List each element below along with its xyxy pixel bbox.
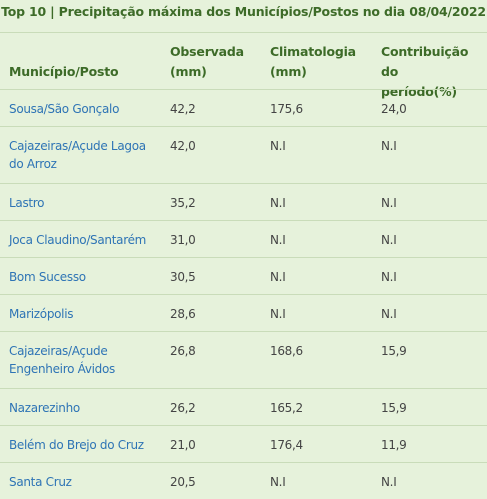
climatologia-value: N.I <box>270 475 286 489</box>
contribuicao-value: N.I <box>381 233 397 247</box>
contribuicao-value: 15,9 <box>381 344 407 358</box>
municipio-link[interactable]: Marizópolis <box>9 307 74 321</box>
climatologia-value: N.I <box>270 270 286 284</box>
divider <box>0 294 487 295</box>
header-climatologia-line2: (mm) <box>270 64 307 79</box>
observada-value: 26,2 <box>170 401 196 415</box>
climatologia-value: N.I <box>270 307 286 321</box>
contribuicao-value: N.I <box>381 270 397 284</box>
observada-value: 28,6 <box>170 307 196 321</box>
divider <box>0 32 487 33</box>
header-municipio: Município/Posto <box>9 64 119 79</box>
observada-value: 42,0 <box>170 139 196 153</box>
header-climatologia: Climatologia (mm) <box>270 42 356 82</box>
header-contribuicao-line2: período(%) <box>381 84 457 99</box>
municipio-link[interactable]: Belém do Brejo do Cruz <box>9 438 144 452</box>
contribuicao-value: N.I <box>381 139 397 153</box>
divider <box>0 462 487 463</box>
climatologia-value: 165,2 <box>270 401 303 415</box>
contribuicao-value: 15,9 <box>381 401 407 415</box>
header-contribuicao-line1: Contribuição do <box>381 44 469 79</box>
municipio-link[interactable]: Cajazeiras/Açude Lagoa do Arroz <box>9 139 146 171</box>
observada-value: 42,2 <box>170 102 196 116</box>
divider <box>0 425 487 426</box>
observada-value: 31,0 <box>170 233 196 247</box>
divider <box>0 388 487 389</box>
municipio-link[interactable]: Joca Claudino/Santarém <box>9 233 147 247</box>
climatologia-value: 168,6 <box>270 344 303 358</box>
divider <box>0 183 487 184</box>
divider <box>0 257 487 258</box>
municipio-link[interactable]: Lastro <box>9 196 45 210</box>
climatologia-value: N.I <box>270 196 286 210</box>
table-title: Top 10 | Precipitação máxima dos Municíp… <box>1 4 486 19</box>
header-contribuicao: Contribuição do período(%) <box>381 42 487 102</box>
contribuicao-value: 11,9 <box>381 438 407 452</box>
divider <box>0 220 487 221</box>
header-observada: Observada (mm) <box>170 42 244 82</box>
municipio-link[interactable]: Santa Cruz <box>9 475 72 489</box>
municipio-link[interactable]: Nazarezinho <box>9 401 80 415</box>
header-climatologia-line1: Climatologia <box>270 44 356 59</box>
climatologia-value: N.I <box>270 139 286 153</box>
header-observada-line2: (mm) <box>170 64 207 79</box>
observada-value: 26,8 <box>170 344 196 358</box>
header-observada-line1: Observada <box>170 44 244 59</box>
observada-value: 20,5 <box>170 475 196 489</box>
divider <box>0 126 487 127</box>
contribuicao-value: N.I <box>381 475 397 489</box>
contribuicao-value: N.I <box>381 196 397 210</box>
divider <box>0 89 487 90</box>
divider <box>0 331 487 332</box>
municipio-link[interactable]: Bom Sucesso <box>9 270 86 284</box>
observada-value: 21,0 <box>170 438 196 452</box>
municipio-link[interactable]: Sousa/São Gonçalo <box>9 102 120 116</box>
observada-value: 30,5 <box>170 270 196 284</box>
climatologia-value: N.I <box>270 233 286 247</box>
municipio-link[interactable]: Cajazeiras/Açude Engenheiro Ávidos <box>9 344 115 376</box>
observada-value: 35,2 <box>170 196 196 210</box>
contribuicao-value: N.I <box>381 307 397 321</box>
contribuicao-value: 24,0 <box>381 102 407 116</box>
climatologia-value: 176,4 <box>270 438 303 452</box>
climatologia-value: 175,6 <box>270 102 303 116</box>
